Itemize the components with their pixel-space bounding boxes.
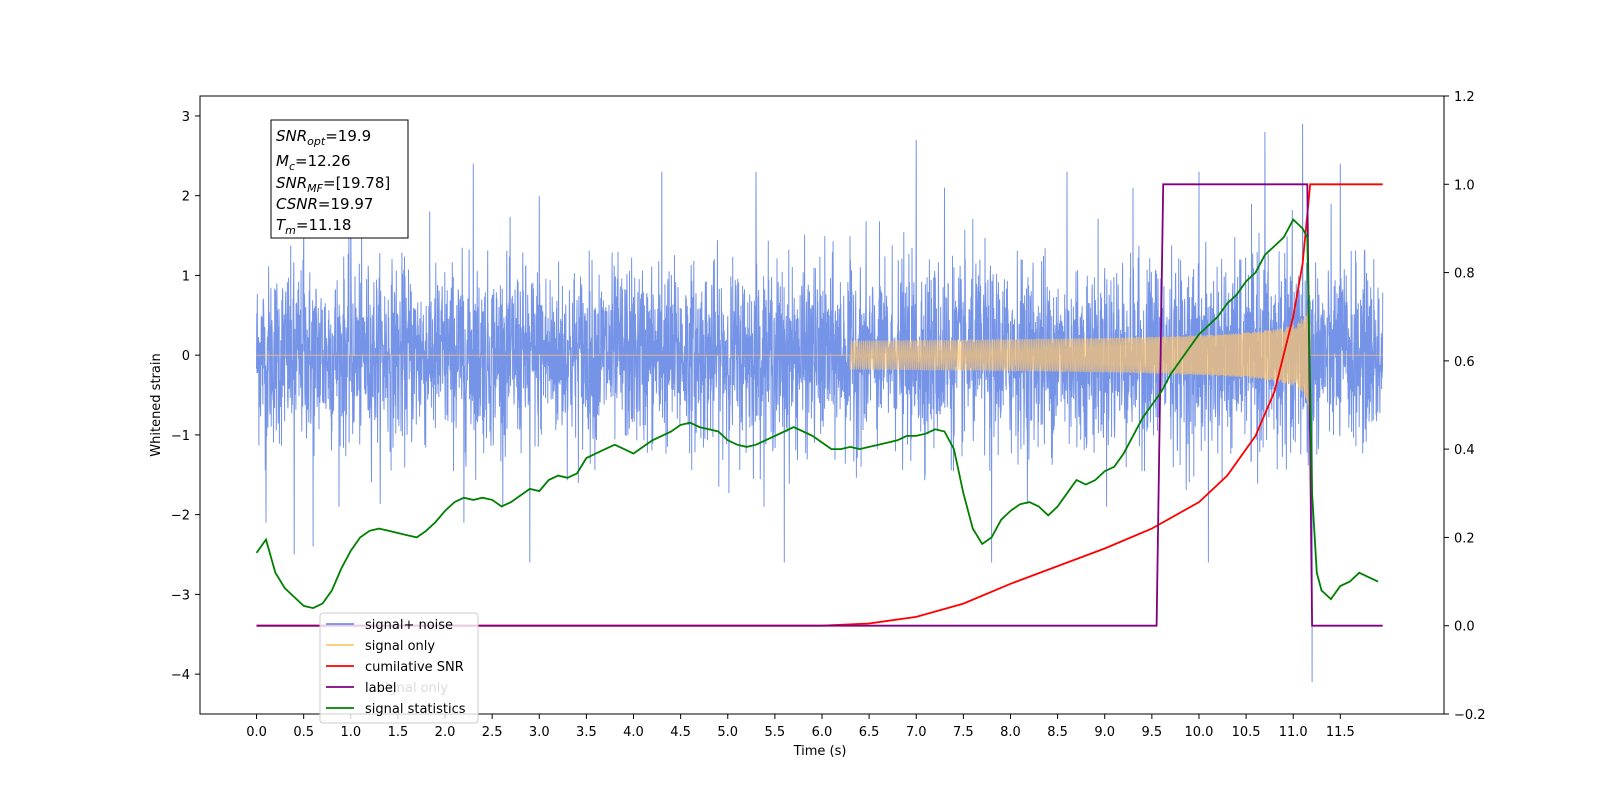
y-axis-left: 3 2 1 0 −1 −2 −3 −4 bbox=[171, 110, 200, 683]
x-tick-label: 9.5 bbox=[1142, 725, 1163, 740]
legend-label-signal-only: signal only bbox=[365, 639, 435, 654]
legend-label-cumilative-snr: cumilative SNR bbox=[365, 660, 464, 675]
x-tick-label: 4.0 bbox=[623, 725, 644, 740]
y-right-tick-label: 1.2 bbox=[1454, 90, 1475, 105]
x-tick-label: 2.0 bbox=[435, 725, 456, 740]
x-tick-label: 6.0 bbox=[812, 725, 833, 740]
y-tick-label: −2 bbox=[171, 509, 190, 524]
series-label-line bbox=[256, 183, 1383, 627]
legend-label-signal-statistics: signal statistics bbox=[365, 702, 466, 717]
y-right-tick-label: 0.4 bbox=[1454, 443, 1475, 458]
x-tick-label: 4.5 bbox=[670, 725, 691, 740]
x-tick-label: 1.5 bbox=[388, 725, 409, 740]
x-tick-label: 3.5 bbox=[576, 725, 597, 740]
legend-ghost-text: signal only bbox=[378, 681, 448, 696]
x-tick-label: 1.0 bbox=[340, 725, 361, 740]
y-right-tick-label: 1.0 bbox=[1454, 178, 1475, 193]
series-cumilative-snr-line bbox=[256, 183, 1383, 627]
annotation-tm: Tm=11.18 bbox=[276, 216, 351, 237]
x-tick-label: 0.0 bbox=[246, 725, 267, 740]
y-tick-label: −1 bbox=[171, 429, 190, 444]
x-tick-label: 10.0 bbox=[1184, 725, 1213, 740]
y-tick-label: −4 bbox=[171, 668, 190, 683]
legend-label-label: label bbox=[365, 681, 396, 696]
x-tick-label: 9.0 bbox=[1094, 725, 1115, 740]
x-tick-label: 2.5 bbox=[482, 725, 503, 740]
y-axis-label: Whitened strain bbox=[149, 353, 164, 456]
annotation-mc: Mc=12.26 bbox=[276, 152, 351, 173]
y-tick-label: 3 bbox=[182, 110, 190, 125]
legend-label-signal-noise: signal+ noise bbox=[365, 618, 453, 633]
y-right-tick-label: 0.2 bbox=[1454, 531, 1475, 546]
x-tick-label: 8.0 bbox=[1000, 725, 1021, 740]
x-tick-label: 8.5 bbox=[1047, 725, 1068, 740]
legend: signal only signal+ noise signal only cu… bbox=[319, 612, 479, 724]
x-axis-label: Time (s) bbox=[793, 744, 847, 759]
x-tick-label: 5.0 bbox=[717, 725, 738, 740]
x-tick-label: 10.5 bbox=[1232, 725, 1261, 740]
y-tick-label: 2 bbox=[182, 190, 190, 205]
y-right-tick-label: 0.8 bbox=[1454, 267, 1475, 282]
series-signal-noise-line bbox=[256, 123, 1384, 683]
x-tick-label: 7.0 bbox=[906, 725, 927, 740]
annotation-snr-mf: SNRMF=[19.78] bbox=[276, 174, 390, 195]
x-tick-label: 3.0 bbox=[529, 725, 550, 740]
series-signal-statistics-line bbox=[255, 218, 1379, 610]
series-signal-only-line bbox=[256, 304, 1383, 419]
x-tick-label: 5.5 bbox=[765, 725, 786, 740]
x-tick-label: 7.5 bbox=[953, 725, 974, 740]
x-tick-label: 6.5 bbox=[859, 725, 880, 740]
annotation-csnr: CSNR=19.97 bbox=[276, 195, 373, 213]
x-tick-label: 0.5 bbox=[293, 725, 314, 740]
y-right-tick-label: 0.6 bbox=[1454, 355, 1475, 370]
series-layer bbox=[255, 123, 1384, 683]
y-right-tick-label: 0.0 bbox=[1454, 620, 1475, 635]
y-right-tick-label: −0.2 bbox=[1454, 708, 1486, 723]
annotation-box: SNRopt=19.9 Mc=12.26 SNRMF=[19.78] CSNR=… bbox=[270, 119, 409, 239]
y-tick-label: 0 bbox=[182, 349, 190, 364]
y-tick-label: −3 bbox=[171, 588, 190, 603]
x-axis: 0.0 0.5 1.0 1.5 2.0 2.5 3.0 3.5 4.0 4.5 5.0 5.5 6.0 6… bbox=[246, 714, 1355, 740]
y-tick-label: 1 bbox=[182, 269, 190, 284]
x-tick-label: 11.0 bbox=[1279, 725, 1308, 740]
x-tick-label: 11.5 bbox=[1326, 725, 1355, 740]
annotation-snr-opt: SNRopt=19.9 bbox=[276, 127, 371, 148]
y-axis-right: 1.2 1.0 0.8 0.6 0.4 0.2 0.0 −0.2 bbox=[1444, 90, 1486, 723]
